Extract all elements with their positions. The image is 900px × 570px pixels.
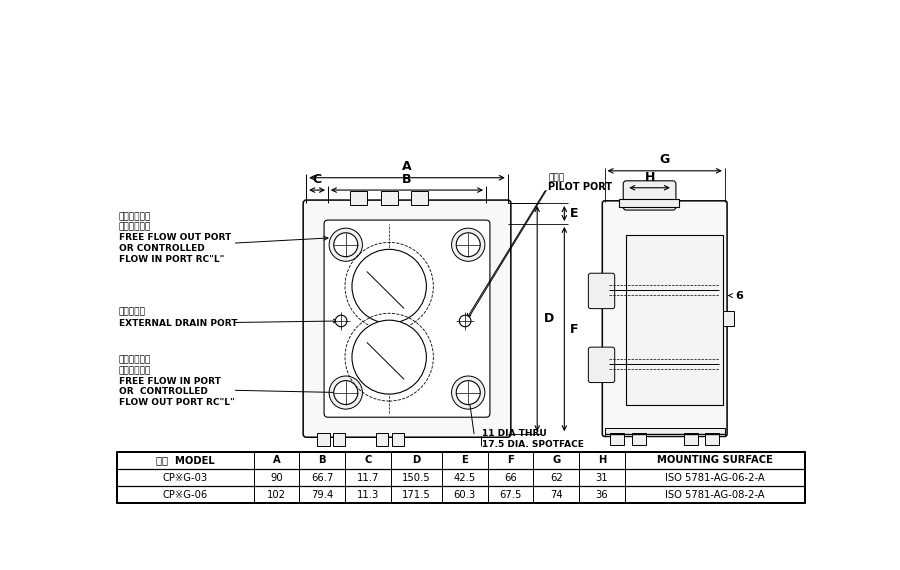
Text: 引導孔: 引導孔 [548, 173, 564, 182]
FancyBboxPatch shape [602, 201, 727, 437]
Bar [381, 191, 398, 205]
Text: G: G [553, 455, 561, 466]
Text: D: D [412, 455, 420, 466]
Circle shape [452, 376, 485, 409]
Circle shape [334, 233, 358, 256]
Circle shape [459, 315, 471, 327]
Text: 自由油流出口: 自由油流出口 [119, 212, 151, 221]
Text: 62: 62 [550, 473, 562, 483]
Circle shape [334, 381, 358, 405]
Bar [684, 433, 698, 445]
Text: 60.3: 60.3 [454, 490, 476, 500]
Bar [350, 191, 367, 205]
Text: EXTERNAL DRAIN PORT: EXTERNAL DRAIN PORT [119, 319, 238, 328]
Bar [626, 235, 724, 405]
Text: D: D [544, 312, 554, 325]
Text: FREE FLOW OUT PORT: FREE FLOW OUT PORT [119, 234, 231, 242]
Circle shape [452, 228, 485, 261]
Circle shape [352, 320, 427, 394]
Text: 型式  MODEL: 型式 MODEL [156, 455, 215, 466]
Text: FLOW OUT PORT RC"L": FLOW OUT PORT RC"L" [119, 398, 234, 407]
Bar [618, 200, 679, 207]
FancyBboxPatch shape [623, 181, 676, 210]
Text: 150.5: 150.5 [402, 473, 431, 483]
FancyBboxPatch shape [589, 273, 615, 308]
Text: 90: 90 [270, 473, 283, 483]
Text: A: A [402, 160, 412, 173]
Text: FLOW IN PORT RC"L": FLOW IN PORT RC"L" [119, 255, 224, 264]
Text: 67.5: 67.5 [500, 490, 522, 500]
Bar [117, 452, 806, 503]
Bar [317, 433, 329, 446]
Circle shape [336, 315, 346, 327]
Text: 17.5 DIA. SPOTFACE: 17.5 DIA. SPOTFACE [482, 440, 584, 449]
Text: G: G [660, 153, 670, 166]
Bar [724, 311, 734, 327]
Bar [632, 433, 645, 445]
Text: 36: 36 [596, 490, 608, 500]
Text: ISO 5781-AG-06-2-A: ISO 5781-AG-06-2-A [665, 473, 765, 483]
Text: C: C [364, 455, 372, 466]
Circle shape [456, 381, 481, 405]
Circle shape [456, 233, 481, 256]
Text: 自由油流入口: 自由油流入口 [119, 355, 151, 364]
Text: 外部洩流口: 外部洩流口 [119, 307, 146, 316]
Circle shape [352, 249, 427, 323]
Text: C: C [312, 173, 321, 186]
Circle shape [329, 228, 363, 261]
Bar [392, 433, 404, 446]
Bar [706, 433, 719, 445]
Text: 控制油流入口: 控制油流入口 [119, 223, 151, 231]
Text: CP※G-06: CP※G-06 [163, 490, 208, 500]
Text: F: F [508, 455, 514, 466]
Text: B: B [319, 455, 326, 466]
Text: A: A [273, 455, 280, 466]
Bar [411, 191, 428, 205]
Text: B: B [402, 173, 412, 186]
Bar [333, 433, 345, 446]
Bar [605, 428, 725, 435]
Text: OR CONTROLLED: OR CONTROLLED [119, 244, 204, 253]
Text: 自由油流出口: 自由油流出口 [119, 366, 151, 375]
Text: 11.7: 11.7 [356, 473, 379, 483]
Text: 66.7: 66.7 [311, 473, 333, 483]
Bar [376, 433, 389, 446]
Text: 31: 31 [596, 473, 608, 483]
Text: E: E [462, 455, 468, 466]
FancyBboxPatch shape [303, 200, 511, 437]
Text: 79.4: 79.4 [311, 490, 333, 500]
Text: 11 DIA THRU: 11 DIA THRU [482, 429, 547, 438]
Text: 6: 6 [734, 291, 742, 300]
Text: E: E [570, 207, 578, 220]
Circle shape [329, 376, 363, 409]
Text: PILOT PORT: PILOT PORT [548, 182, 612, 192]
Text: 66: 66 [504, 473, 517, 483]
Text: FREE FLOW IN PORT: FREE FLOW IN PORT [119, 377, 220, 386]
FancyBboxPatch shape [589, 347, 615, 382]
Text: MOUNTING SURFACE: MOUNTING SURFACE [657, 455, 773, 466]
Text: 171.5: 171.5 [402, 490, 431, 500]
Text: CP※G-03: CP※G-03 [163, 473, 208, 483]
FancyBboxPatch shape [324, 220, 490, 417]
Text: 102: 102 [267, 490, 286, 500]
Text: H: H [598, 455, 607, 466]
Text: H: H [644, 171, 655, 184]
Text: F: F [570, 323, 578, 336]
Text: 74: 74 [550, 490, 562, 500]
Text: ISO 5781-AG-08-2-A: ISO 5781-AG-08-2-A [665, 490, 765, 500]
Text: 11.3: 11.3 [356, 490, 379, 500]
Text: OR  CONTROLLED: OR CONTROLLED [119, 388, 208, 396]
Text: 42.5: 42.5 [454, 473, 476, 483]
Bar [610, 433, 624, 445]
